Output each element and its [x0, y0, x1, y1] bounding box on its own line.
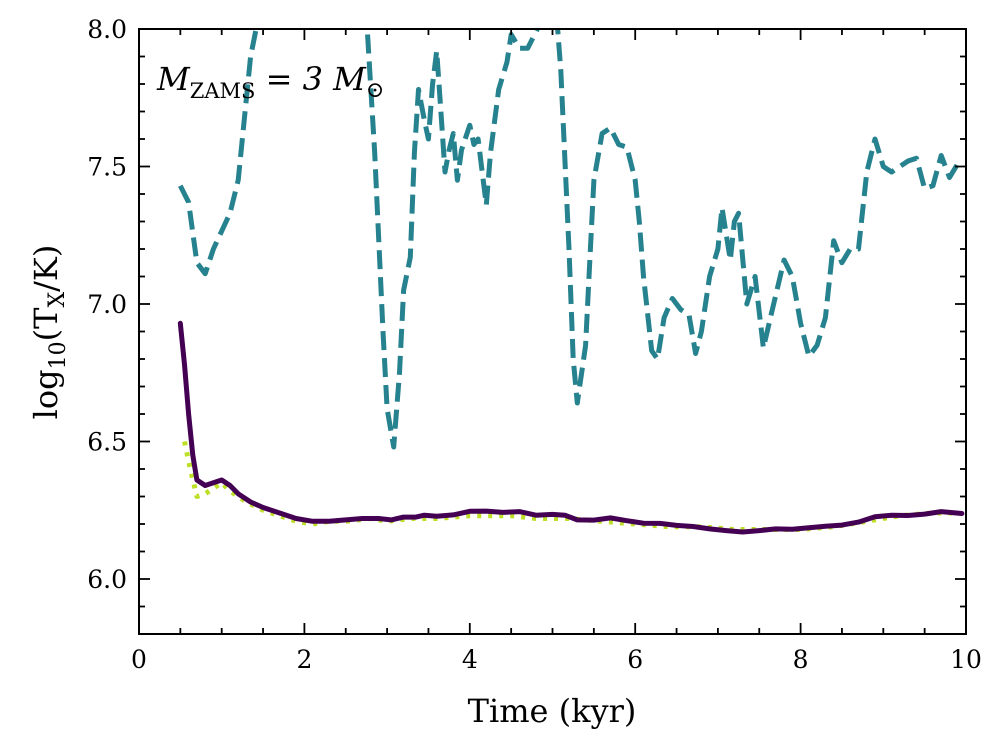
- x-tick-label: 4: [462, 645, 478, 674]
- mass-annotation: MZAMS = 3 M⊙: [156, 60, 384, 103]
- y-label-unit: /K): [27, 245, 65, 292]
- series-layer: [177, 29, 965, 535]
- y-label-base: 10: [46, 341, 71, 369]
- annot-sun: ⊙: [366, 78, 384, 103]
- x-tick-label: 8: [793, 645, 809, 674]
- x-axis-label: Time (kyr): [468, 692, 637, 730]
- series-line-dashed-teal: [178, 29, 960, 450]
- annot-zams: ZAMS: [190, 79, 256, 103]
- y-tick-label: 8.0: [87, 15, 127, 44]
- y-tick-label: 7.0: [87, 290, 127, 319]
- y-tick-label: 7.5: [87, 153, 127, 182]
- x-tick-label: 6: [627, 645, 643, 674]
- y-label-log: log: [27, 369, 65, 419]
- plot-frame: [138, 28, 967, 635]
- ticks-layer: [138, 28, 967, 635]
- x-tick-label: 0: [131, 645, 147, 674]
- series-line-solid-purple: [177, 320, 965, 535]
- x-tick-label: 2: [296, 645, 312, 674]
- y-label-t: (T: [27, 307, 65, 341]
- x-tick-label: 10: [950, 645, 982, 674]
- y-axis-label: log10(TX/K): [27, 245, 71, 420]
- annot-m: M: [156, 60, 191, 98]
- y-label-sub: X: [45, 292, 70, 308]
- y-tick-label: 6.5: [87, 428, 127, 457]
- annot-value: = 3 M: [255, 60, 367, 98]
- tick-labels: 0 2 4 6 8 10 6.0 6.5 7.0 7.5 8.0: [87, 15, 982, 674]
- y-tick-label: 6.0: [87, 565, 127, 594]
